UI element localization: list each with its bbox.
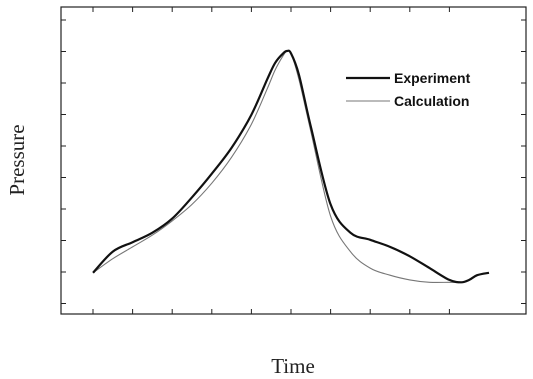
plot-frame <box>60 6 527 315</box>
x-axis-label: Time <box>271 354 315 378</box>
legend: Experiment Calculation <box>346 70 471 109</box>
legend-label-calculation: Calculation <box>394 93 469 109</box>
axis-ticks <box>61 7 526 314</box>
series-line-experiment <box>92 49 490 284</box>
legend-label-experiment: Experiment <box>394 70 471 86</box>
data-lines <box>92 49 490 284</box>
y-axis-label: Pressure <box>5 124 29 195</box>
